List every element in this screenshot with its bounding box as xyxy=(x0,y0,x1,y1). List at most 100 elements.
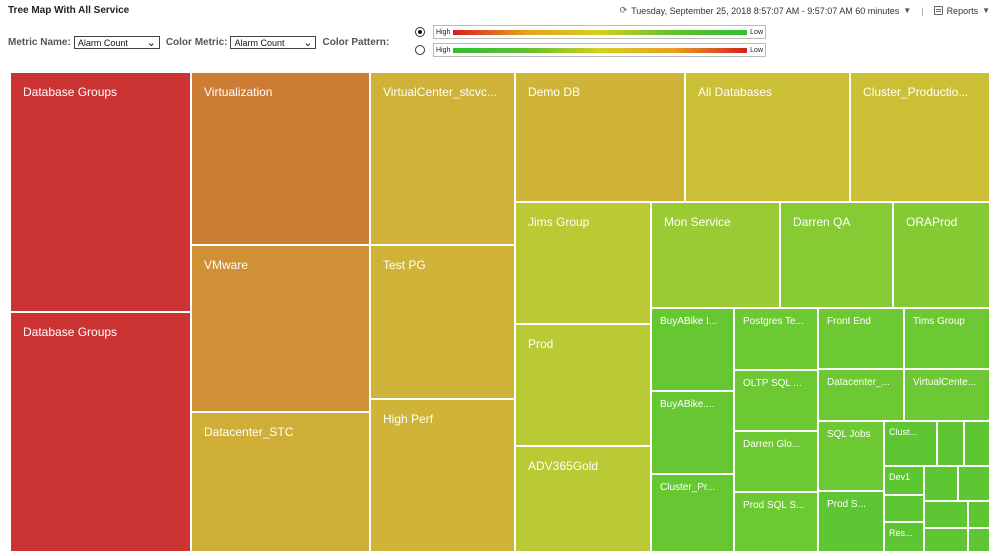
tile-label: Prod SQL S... xyxy=(743,500,805,511)
tile-label: Database Groups xyxy=(23,85,118,99)
reports-button[interactable]: Reports xyxy=(946,5,979,16)
treemap-tile[interactable]: Prod S... xyxy=(818,491,884,552)
treemap-tile[interactable]: ORAProd xyxy=(893,202,990,308)
chevron-down-icon: ⌄ xyxy=(146,37,156,49)
divider: | xyxy=(921,5,924,16)
treemap-tile[interactable]: Clust... xyxy=(884,421,937,466)
color-metric-select[interactable]: Alarm Count ⌄ xyxy=(230,36,317,49)
treemap-tile[interactable]: Test PG xyxy=(370,245,515,399)
treemap-tile[interactable]: Database Groups xyxy=(10,72,191,312)
treemap-tile[interactable]: Res... xyxy=(884,522,924,552)
clock-icon: ⟳ xyxy=(619,5,628,15)
treemap-tile[interactable]: ADV365Gold xyxy=(515,446,651,552)
tile-label: Front End xyxy=(827,316,871,327)
gradient-low-label: Low xyxy=(750,28,763,36)
chevron-down-icon[interactable]: ▼ xyxy=(982,6,990,15)
treemap-tile[interactable]: Datacenter_... xyxy=(818,369,904,421)
treemap-tile[interactable]: Cluster_Pr... xyxy=(651,474,734,552)
tile-label: ADV365Gold xyxy=(528,459,599,473)
pattern-radio-2[interactable] xyxy=(415,45,425,55)
color-metric-label: Color Metric: xyxy=(165,37,228,48)
pattern-option-red-to-green[interactable]: High Low xyxy=(415,25,766,39)
treemap-tile[interactable]: Jims Group xyxy=(515,202,651,324)
treemap-tile[interactable]: Mon Service xyxy=(651,202,780,308)
treemap-tile[interactable]: BuyABike I... xyxy=(651,308,734,391)
tile-label: Cluster_Pr... xyxy=(660,482,716,493)
tile-label: Test PG xyxy=(383,258,426,272)
treemap-tile[interactable]: Prod xyxy=(515,324,651,446)
treemap-tile[interactable] xyxy=(968,528,990,552)
tile-label: All Databases xyxy=(698,85,773,99)
tile-label: Demo DB xyxy=(528,85,581,99)
tile-label: VirtualCenter_stcvc... xyxy=(383,85,497,99)
tile-label: Mon Service xyxy=(664,215,731,229)
treemap-tile[interactable] xyxy=(924,528,968,552)
tile-label: Jims Group xyxy=(528,215,590,229)
tile-label: Virtualization xyxy=(204,85,273,99)
treemap-tile[interactable] xyxy=(937,421,964,466)
treemap-tile[interactable]: VMware xyxy=(191,245,370,412)
tile-label: Clust... xyxy=(889,427,918,437)
treemap-tile[interactable]: BuyABike.... xyxy=(651,391,734,474)
tile-label: Database Groups xyxy=(23,325,118,339)
tile-label: SQL Jobs xyxy=(827,429,871,440)
tile-label: Postgres Te... xyxy=(743,316,804,327)
metric-name-value: Alarm Count xyxy=(77,37,128,48)
chevron-down-icon: ⌄ xyxy=(303,37,313,49)
tile-label: Cluster_Productio... xyxy=(863,85,969,99)
treemap-tile[interactable]: Cluster_Productio... xyxy=(850,72,990,202)
gradient-high-label: High xyxy=(436,46,451,54)
tile-label: Darren QA xyxy=(793,215,851,229)
tile-label: Darren Glo... xyxy=(743,439,801,450)
page-title: Tree Map With All Service xyxy=(8,5,130,16)
reports-icon xyxy=(933,6,943,15)
treemap-tile[interactable]: VirtualCente... xyxy=(904,369,990,421)
treemap-tile[interactable]: OLTP SQL ... xyxy=(734,370,818,431)
tile-label: VMware xyxy=(204,258,249,272)
treemap-tile[interactable]: Darren Glo... xyxy=(734,431,818,492)
gradient-legend-2: High Low xyxy=(433,43,766,57)
treemap-tile[interactable]: Demo DB xyxy=(515,72,685,202)
time-range-selector[interactable]: Tuesday, September 25, 2018 8:57:07 AM -… xyxy=(631,5,900,16)
treemap-tile[interactable]: SQL Jobs xyxy=(818,421,884,491)
tile-label: Datacenter_STC xyxy=(204,425,294,439)
tile-label: Dev1 xyxy=(889,472,911,482)
treemap-tile[interactable]: Darren QA xyxy=(780,202,893,308)
tile-label: Prod xyxy=(528,337,554,351)
treemap-tile[interactable] xyxy=(958,466,990,501)
pattern-radio-1[interactable] xyxy=(415,27,425,37)
treemap-tile[interactable]: Postgres Te... xyxy=(734,308,818,370)
treemap-tile[interactable] xyxy=(964,421,990,466)
gradient-high-label: High xyxy=(436,28,451,36)
gradient-low-label: Low xyxy=(750,46,763,54)
treemap-tile[interactable]: Front End xyxy=(818,308,904,369)
treemap-tile[interactable]: All Databases xyxy=(685,72,850,202)
tile-label: ORAProd xyxy=(906,215,958,229)
tile-label: Tims Group xyxy=(913,316,965,327)
tile-label: Res... xyxy=(889,528,913,538)
chevron-down-icon[interactable]: ▼ xyxy=(903,6,912,15)
color-pattern-options: High Low High Low xyxy=(415,25,766,61)
treemap-tile[interactable]: Virtualization xyxy=(191,72,370,245)
tile-label: VirtualCente... xyxy=(913,377,977,388)
treemap-tile[interactable]: High Perf xyxy=(370,399,515,552)
metric-name-select[interactable]: Alarm Count ⌄ xyxy=(73,36,160,49)
treemap-tile[interactable]: Prod SQL S... xyxy=(734,492,818,552)
tile-label: BuyABike I... xyxy=(660,316,718,327)
treemap-tile[interactable]: Database Groups xyxy=(10,312,191,552)
treemap-tile[interactable]: VirtualCenter_stcvc... xyxy=(370,72,515,245)
treemap-tile[interactable] xyxy=(924,501,968,528)
treemap-tile[interactable] xyxy=(884,495,924,522)
treemap-tile[interactable]: Dev1 xyxy=(884,466,924,495)
pattern-option-green-to-red[interactable]: High Low xyxy=(415,43,766,57)
tile-label: OLTP SQL ... xyxy=(743,378,802,389)
treemap-tile[interactable]: Tims Group xyxy=(904,308,990,369)
metric-name-label: Metric Name: xyxy=(8,37,71,48)
gradient-legend-1: High Low xyxy=(433,25,766,39)
header-toolbar: ⟳ Tuesday, September 25, 2018 8:57:07 AM… xyxy=(620,5,990,16)
tile-label: BuyABike.... xyxy=(660,399,715,410)
treemap-tile[interactable]: Datacenter_STC xyxy=(191,412,370,552)
treemap-tile[interactable] xyxy=(968,501,990,528)
treemap-tile[interactable] xyxy=(924,466,958,501)
